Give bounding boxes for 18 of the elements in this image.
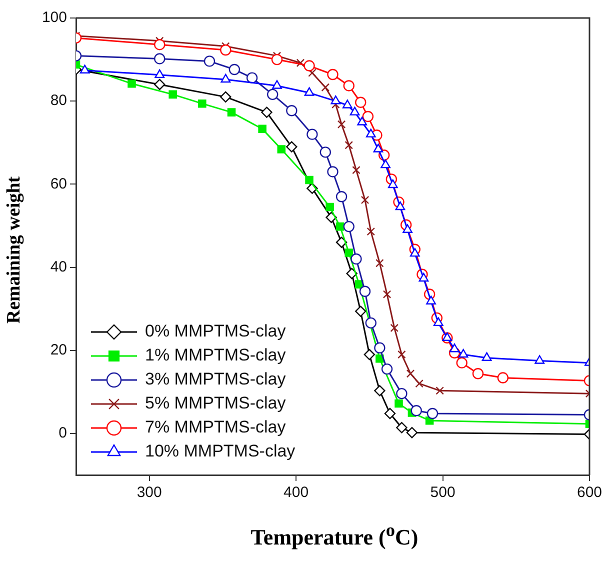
legend-label: 3% MMPTMS-clay [145,370,286,389]
y-tick-label: 20 [50,342,67,359]
legend-label: 1% MMPTMS-clay [145,346,286,365]
legend-label: 7% MMPTMS-clay [145,418,286,437]
legend-label: 10% MMPTMS-clay [145,442,296,461]
x-tick-label: 500 [430,484,456,502]
x-tick-label: 300 [136,484,162,502]
y-tick-label: 60 [50,175,67,192]
y-tick-label: 100 [42,9,67,26]
x-axis-title: Temperature ($^{o}$C) [250,520,420,550]
y-axis-title: Remaining weight [4,176,26,324]
y-tick-label: 40 [50,258,67,276]
x-tick-label: 600 [576,484,602,502]
y-tick-label: 80 [50,92,67,110]
legend-label: 5% MMPTMS-clay [145,394,286,413]
y-tick-label: 0 [58,424,67,442]
x-tick-label: 400 [284,484,309,502]
legend-label: 0% MMPTMS-clay [145,322,286,341]
